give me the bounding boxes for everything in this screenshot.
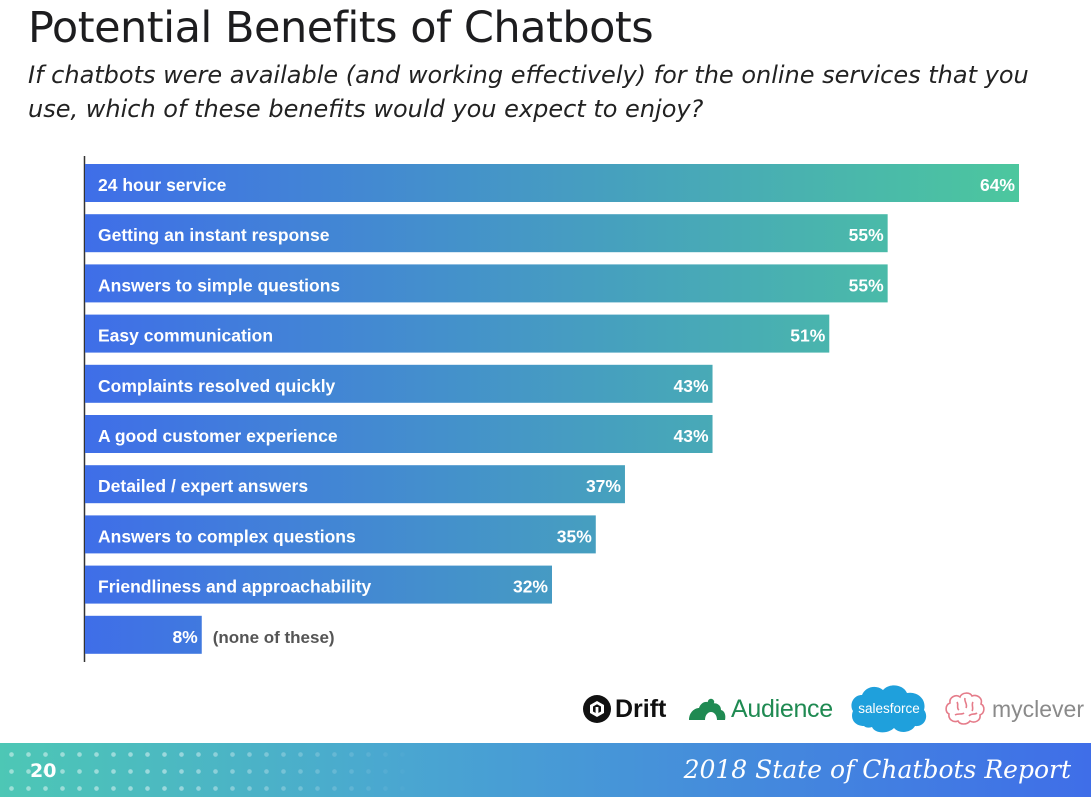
bar-value-label: 8% (172, 627, 198, 647)
drift-logo-text: Drift (615, 694, 667, 723)
bar (85, 214, 888, 253)
salesforce-logo-text: salesforce (858, 701, 920, 716)
bar (85, 415, 713, 453)
benefits-bar-chart: 24 hour service 64% Getting an instant res… (83, 156, 1019, 662)
bar-label: Answers to complex questions (98, 526, 356, 546)
bar-value-label: 43% (674, 376, 709, 396)
bar (85, 364, 713, 403)
bar-value-label: 43% (674, 426, 709, 446)
bar (85, 264, 888, 303)
page-subtitle: If chatbots were available (and working … (28, 61, 1029, 123)
bar-value-label: 64% (980, 175, 1015, 195)
report-title: 2018 State of Chatbots Report (683, 755, 1071, 784)
brain-icon (945, 692, 985, 725)
bar-value-label: 51% (790, 326, 825, 346)
myclever-logo: myclever (943, 690, 1084, 728)
audience-mark-icon (689, 698, 726, 720)
page-number: 20 (30, 760, 57, 782)
bar-label: Detailed / expert answers (98, 476, 308, 496)
bar-label: Friendliness and approachability (98, 577, 372, 597)
bar-label: Answers to simple questions (98, 275, 340, 295)
audience-logo-text: Audience (731, 694, 833, 723)
bar-value-label: 55% (849, 275, 884, 295)
myclever-logo-text: myclever (992, 695, 1085, 722)
bar (85, 314, 830, 353)
bar-label: Getting an instant response (98, 225, 330, 245)
salesforce-logo: salesforce (848, 680, 930, 736)
bar (85, 565, 552, 604)
partner-logos: Drift Audience salesforce myclever (560, 680, 1091, 740)
bar-value-label: 35% (557, 526, 592, 546)
page-title: Potential Benefits of Chatbots (28, 3, 654, 53)
bar (85, 515, 596, 554)
bar-value-label: 37% (586, 476, 621, 496)
bar-label: 24 hour service (98, 175, 227, 195)
audience-logo: Audience (687, 694, 833, 724)
bar (85, 615, 202, 654)
bar-label: Complaints resolved quickly (98, 376, 336, 396)
footer-bar: 20 2018 State of Chatbots Report (0, 743, 1091, 797)
bar (85, 164, 1019, 202)
bar (85, 465, 625, 504)
drift-logo: Drift (582, 694, 666, 724)
bar-value-label: 32% (513, 577, 548, 597)
drift-mark-icon (583, 695, 611, 723)
bar-value-label: 55% (849, 225, 884, 245)
bar-note: (none of these) (213, 628, 335, 647)
bar-label: Easy communication (98, 326, 273, 346)
bar-label: A good customer experience (98, 426, 338, 446)
footer-dot-pattern (0, 743, 420, 797)
